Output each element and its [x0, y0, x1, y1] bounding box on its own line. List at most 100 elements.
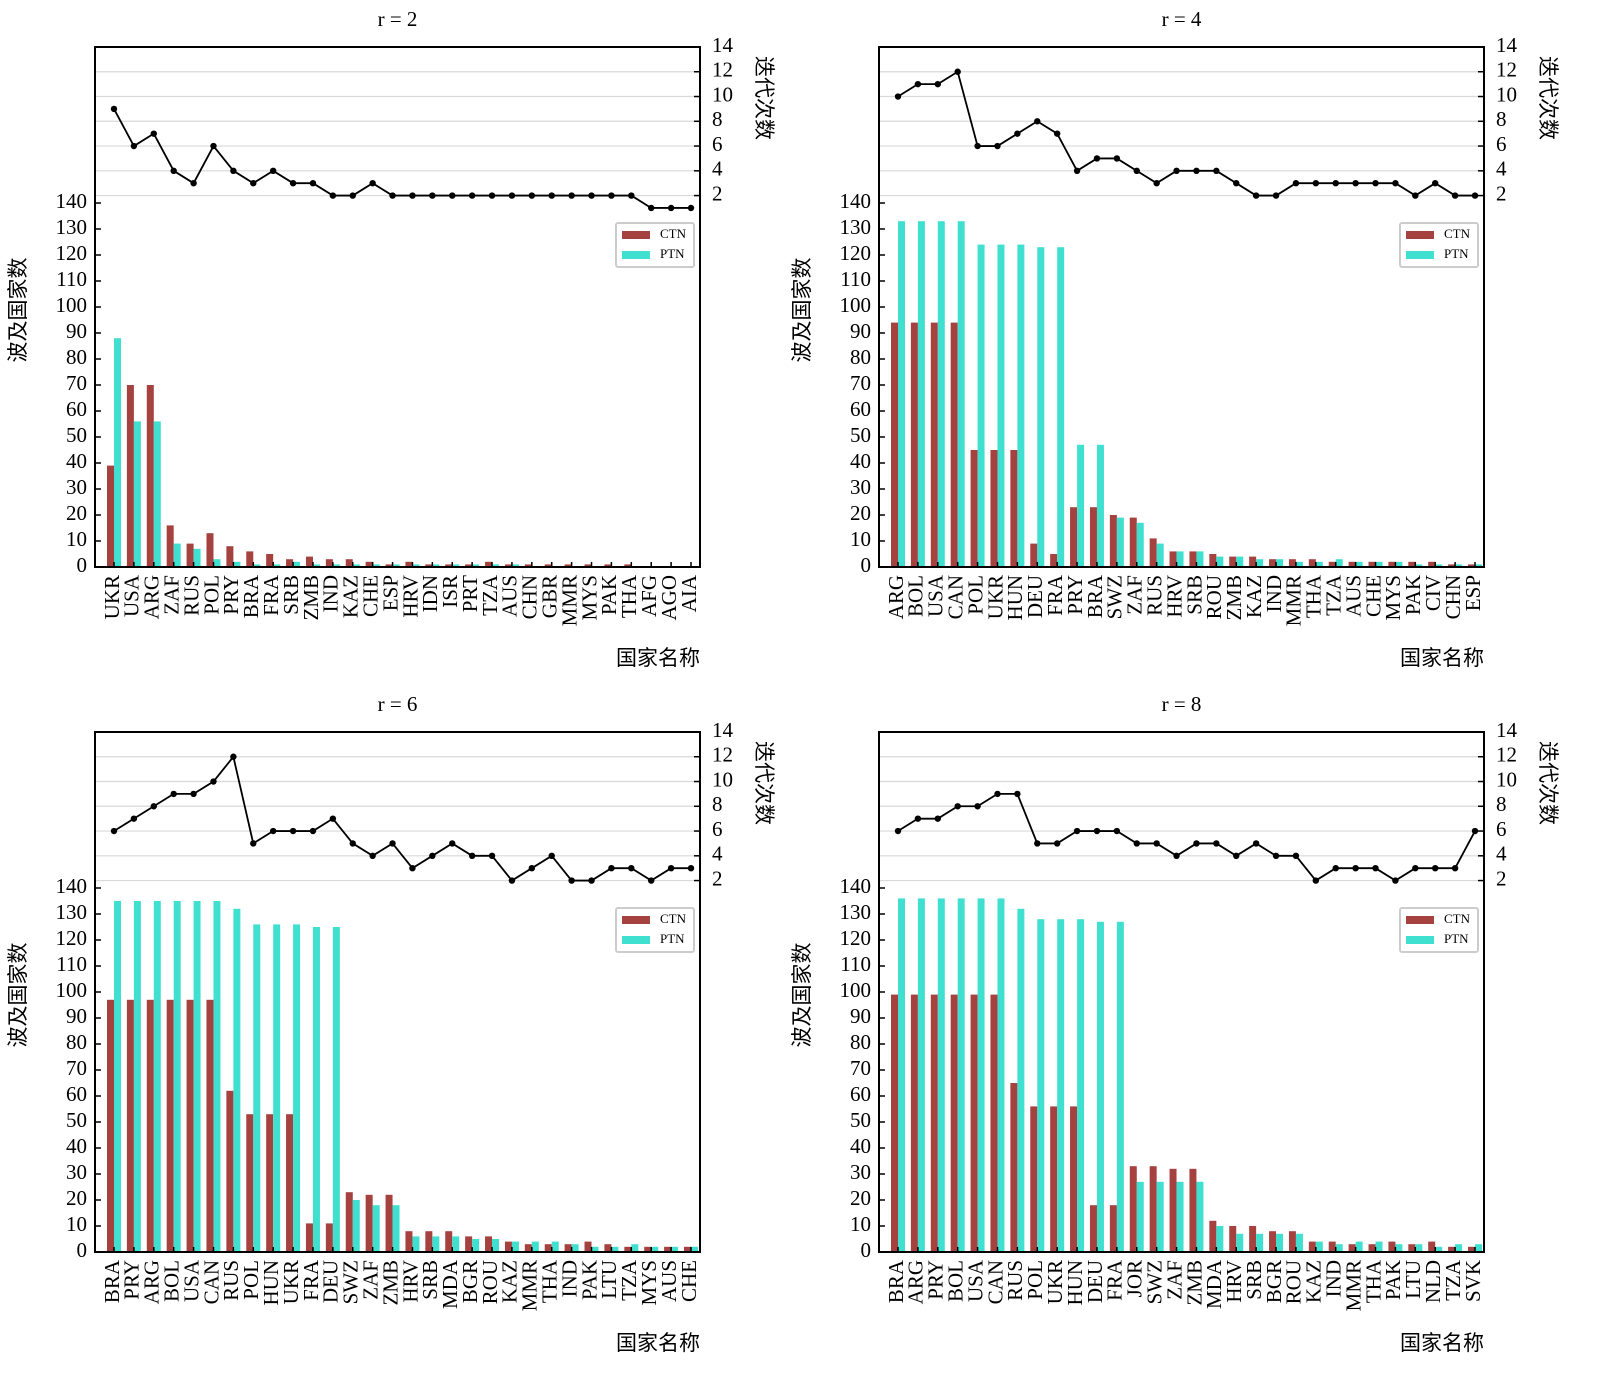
- bar: [997, 898, 1005, 1252]
- x-tick-label: SRB: [1182, 575, 1206, 615]
- bar: [957, 898, 965, 1252]
- bar: [1256, 559, 1264, 567]
- bar: [246, 551, 254, 567]
- x-tick-label: HRV: [398, 1260, 422, 1303]
- bar: [1156, 543, 1164, 567]
- y2-tick-label: 4: [1496, 157, 1507, 181]
- legend-label: CTN: [1444, 911, 1471, 926]
- line: [897, 793, 1476, 882]
- bar: [445, 564, 453, 567]
- legend-swatch: [622, 251, 650, 259]
- bar: [452, 1236, 460, 1252]
- x-tick-label: SRB: [1242, 1260, 1266, 1300]
- chart-title: r = 8: [1162, 692, 1202, 716]
- y-tick-label: 50: [850, 1108, 871, 1132]
- y-tick-label: 110: [840, 952, 871, 976]
- line-marker: [667, 864, 675, 872]
- y2-tick-label: 10: [1496, 82, 1517, 106]
- bar: [1355, 1241, 1363, 1252]
- line-marker: [934, 80, 941, 88]
- x-tick-label: AUS: [657, 1260, 681, 1302]
- line-marker: [1233, 179, 1240, 187]
- line-marker: [1292, 179, 1300, 187]
- bar: [1037, 919, 1045, 1252]
- y-tick-label: 40: [850, 449, 871, 473]
- x-tick-label: KAZ: [1302, 1260, 1326, 1303]
- bar: [352, 564, 360, 567]
- bar: [293, 561, 301, 567]
- line-marker: [894, 93, 902, 100]
- bar: [564, 1244, 572, 1252]
- x-tick-label: FRA: [259, 574, 283, 616]
- x-tick-label: ESP: [378, 575, 402, 611]
- bar: [1355, 561, 1363, 567]
- bar: [1096, 444, 1104, 567]
- line-marker: [648, 877, 655, 884]
- bar: [1348, 1244, 1356, 1252]
- y-tick-label: 0: [77, 1238, 88, 1262]
- bar: [950, 322, 958, 567]
- line-marker: [1133, 167, 1140, 175]
- line-marker: [528, 192, 536, 199]
- y-axis-label: 波及国家数: [6, 258, 30, 363]
- x-tick-label: ZAF: [1123, 575, 1147, 615]
- bar: [1375, 1241, 1383, 1252]
- y-tick-label: 90: [850, 319, 871, 343]
- bar: [1196, 551, 1204, 567]
- bar: [664, 1246, 672, 1252]
- y-tick-label: 40: [850, 1134, 871, 1158]
- line-marker: [508, 192, 516, 199]
- bar: [253, 564, 261, 567]
- bar: [412, 564, 420, 567]
- bar: [372, 1205, 380, 1252]
- line-marker: [110, 827, 118, 835]
- bar: [524, 1244, 532, 1252]
- x-tick-label: HUN: [259, 1260, 283, 1306]
- line-marker: [1451, 192, 1459, 199]
- bar: [1030, 1106, 1038, 1252]
- bar: [432, 564, 440, 567]
- line-marker: [1432, 864, 1439, 872]
- x-tick-label: HRV: [1222, 1260, 1246, 1303]
- line-marker: [349, 192, 356, 199]
- bar: [584, 564, 592, 567]
- line-marker: [1034, 840, 1041, 847]
- y2-tick-label: 8: [1496, 792, 1507, 816]
- bar: [1249, 1226, 1257, 1252]
- line-marker: [568, 877, 575, 884]
- bar: [425, 564, 433, 567]
- line: [113, 108, 691, 209]
- line-marker: [1034, 118, 1041, 125]
- y-tick-label: 130: [840, 900, 872, 924]
- y-tick-label: 100: [840, 978, 872, 1002]
- line-marker: [449, 840, 456, 847]
- line-marker: [667, 204, 675, 212]
- plot-frame: [878, 731, 1485, 1253]
- line-marker: [628, 864, 635, 872]
- bar: [126, 999, 134, 1252]
- x-tick-label: PRY: [1063, 575, 1087, 615]
- x-tick-label: MMR: [1341, 1260, 1365, 1311]
- bar: [504, 1241, 512, 1252]
- bar: [1308, 1241, 1316, 1252]
- bar: [445, 1231, 453, 1252]
- bar: [997, 244, 1005, 567]
- bar: [604, 564, 612, 567]
- x-tick-label: MYS: [637, 1260, 661, 1306]
- x-tick-label: PAK: [1401, 575, 1425, 615]
- line-marker: [1272, 852, 1280, 860]
- y-tick-label: 90: [850, 1004, 871, 1028]
- y-tick-label: 100: [56, 978, 88, 1002]
- line-marker: [548, 192, 555, 199]
- y-tick-label: 70: [850, 1056, 871, 1080]
- bar: [1037, 247, 1045, 567]
- x-tick-label: USA: [924, 574, 948, 617]
- y2-tick-label: 12: [1496, 58, 1517, 82]
- x-tick-label: BRA: [239, 574, 263, 618]
- bar: [1395, 561, 1403, 567]
- x-tick-label: CHE: [358, 575, 382, 617]
- y-tick-label: 50: [850, 423, 871, 447]
- x-tick-label: POL: [1023, 1260, 1047, 1300]
